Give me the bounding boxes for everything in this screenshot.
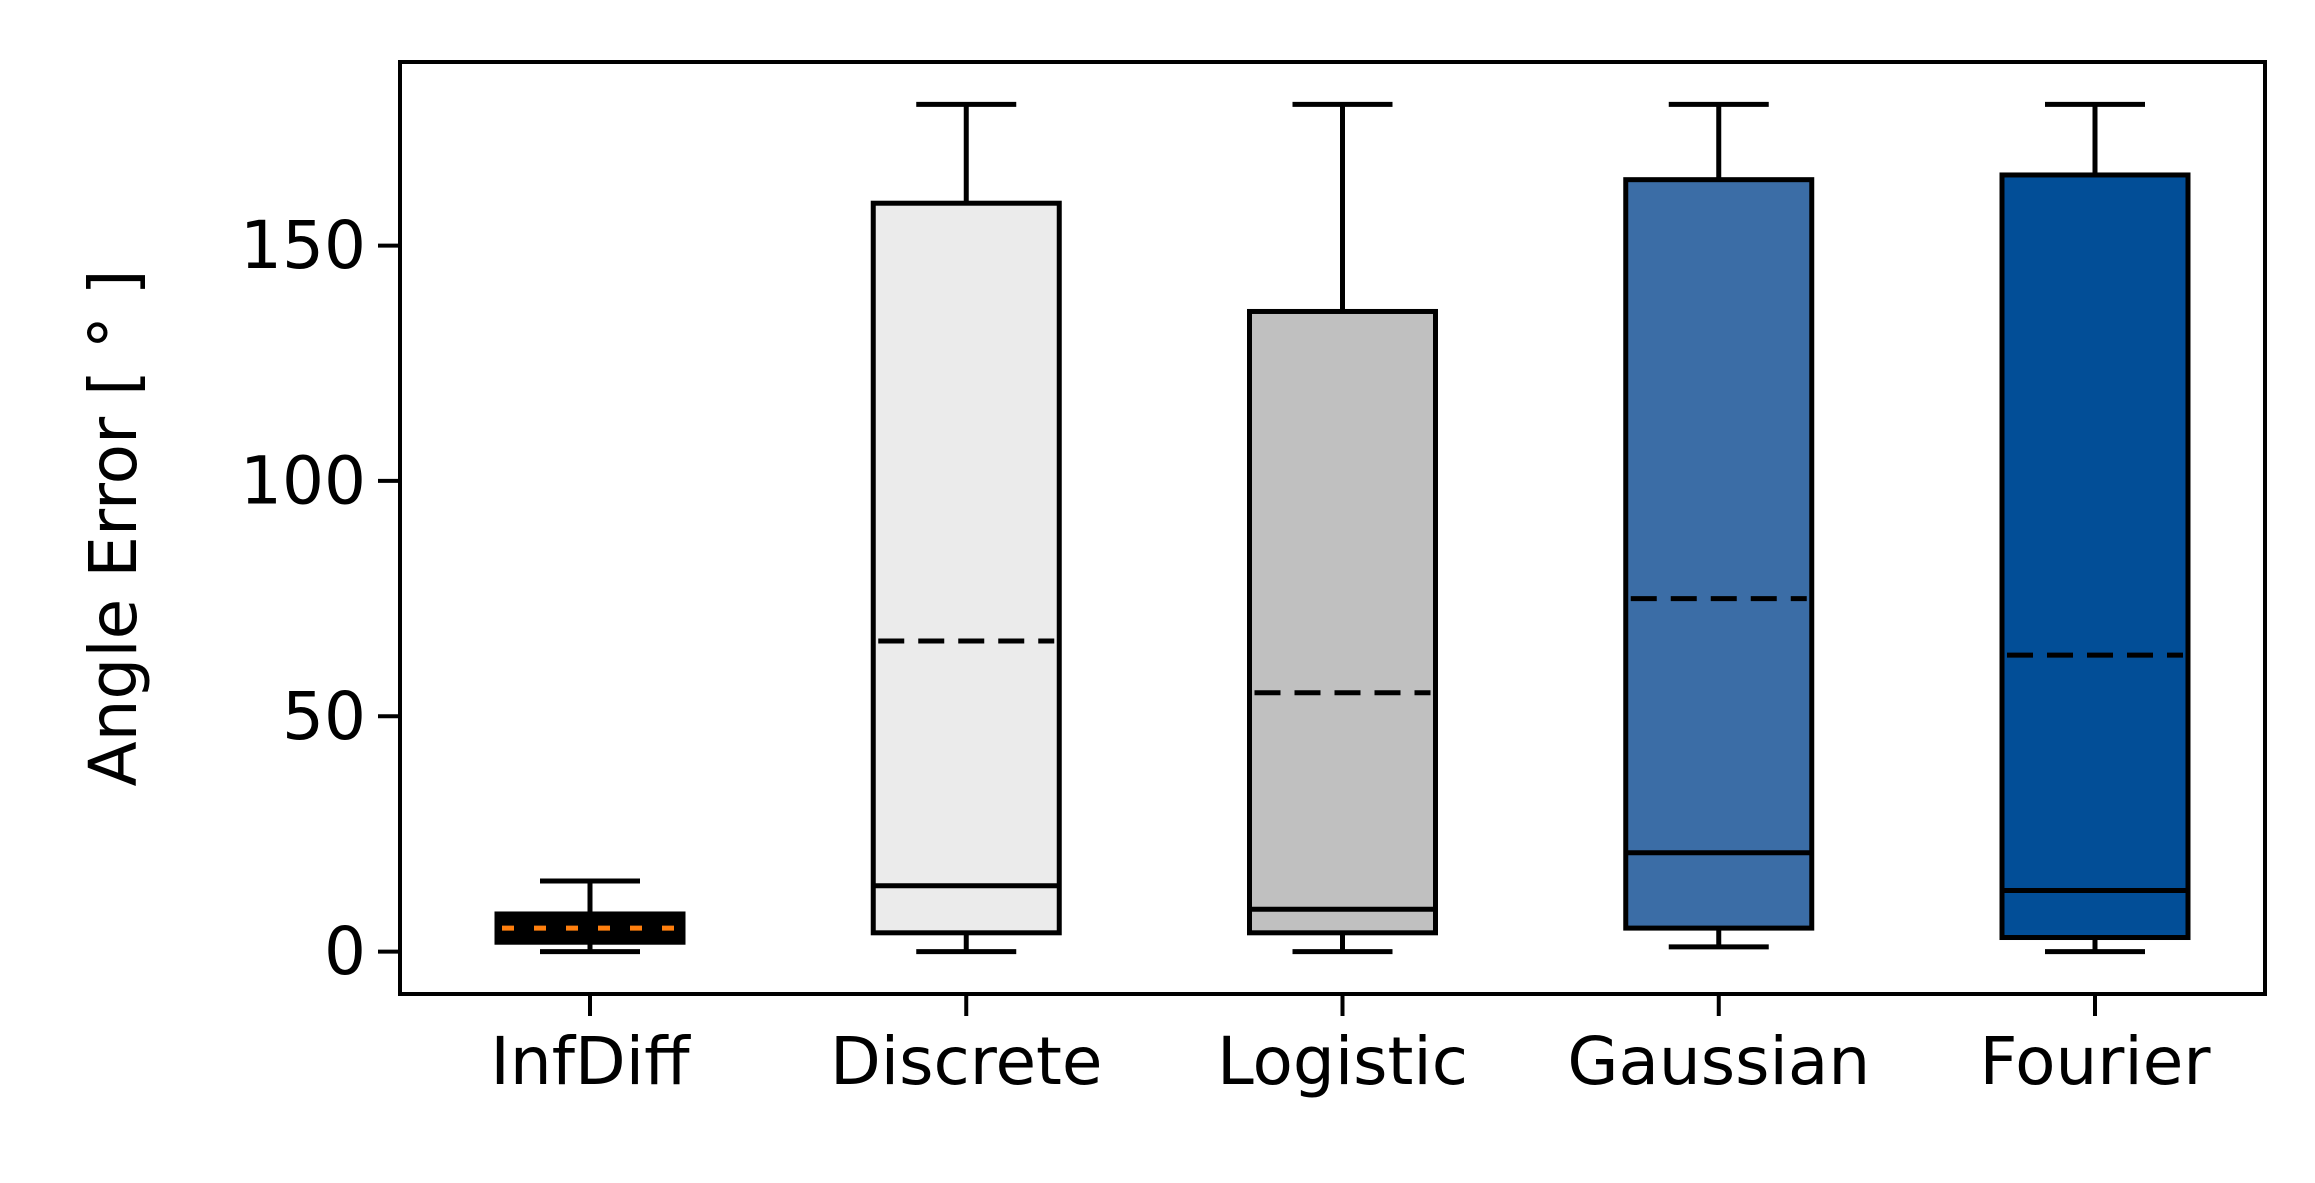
y-tick-label: 150: [240, 207, 366, 284]
box-body: [1247, 308, 1438, 936]
y-tick-label: 100: [240, 442, 366, 519]
box-infdiff: [494, 878, 686, 955]
box-body: [870, 200, 1062, 936]
y-axis-label: Angle Error [ ° ]: [75, 269, 152, 786]
box-body: [1999, 172, 2191, 941]
x-tick-label: Fourier: [1979, 1023, 2211, 1100]
boxes-layer: [494, 101, 2191, 955]
x-tick-label: Discrete: [830, 1023, 1103, 1100]
y-axis: 0 50 100 150: [240, 207, 400, 990]
x-tick-label: InfDiff: [490, 1023, 691, 1100]
box-gaussian: [1623, 101, 1815, 950]
x-axis: InfDiff Discrete Logistic Gaussian Fourier: [490, 994, 2211, 1100]
box-fourier: [1999, 101, 2191, 955]
x-tick-label: Gaussian: [1567, 1023, 1870, 1100]
x-tick-label: Logistic: [1217, 1023, 1468, 1100]
y-tick-label: 0: [324, 913, 366, 990]
box-body: [1623, 177, 1815, 931]
plot-frame: [398, 60, 2267, 996]
y-tick-label: 50: [282, 678, 366, 755]
box-logistic: [1247, 101, 1438, 955]
box-discrete: [870, 101, 1062, 955]
